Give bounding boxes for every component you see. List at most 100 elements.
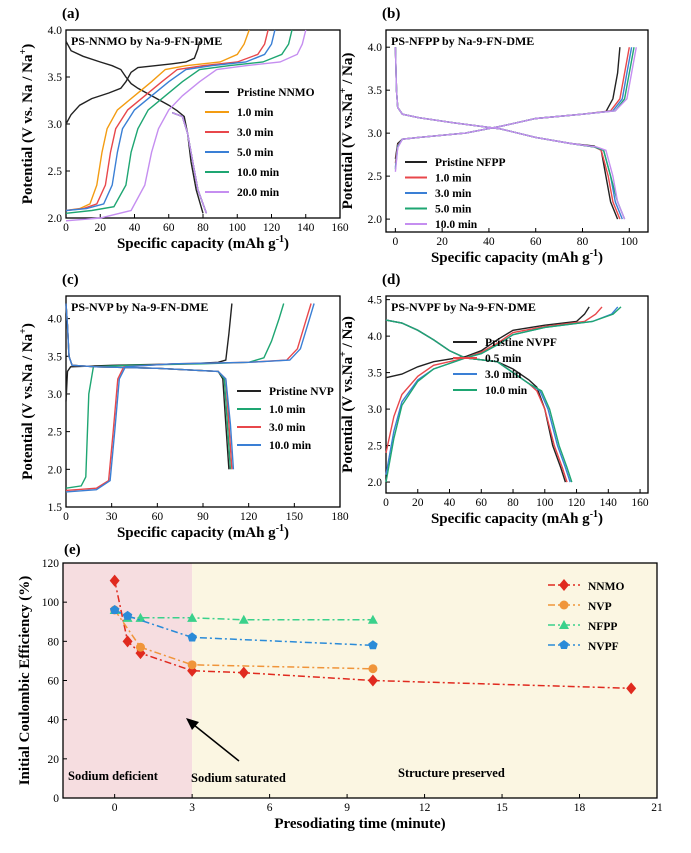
x-tick-label: 120 (240, 511, 258, 523)
arrow-head-icon (186, 718, 199, 730)
data-point-triangle (559, 620, 569, 629)
data-point-circle (187, 660, 197, 670)
y-tick-label: 4.0 (368, 331, 383, 343)
y-tick-label: 4.0 (48, 25, 63, 37)
panel-a: 0 20 40 60 80 100 120 140 160 2.0 2.5 3.0 3.5 4.0 (a) P… (18, 6, 349, 252)
series-line-charge (394, 47, 635, 170)
x-tick-label: 60 (152, 511, 164, 523)
y-tick-label: 80 (48, 636, 60, 648)
legend-label: 1.0 min (435, 173, 472, 185)
y-tick-label: 3.0 (368, 128, 383, 140)
x-tick-label: 80 (197, 222, 209, 234)
data-point-triangle (187, 612, 198, 622)
data-point-diamond (109, 574, 120, 587)
x-tick-label: 30 (106, 511, 118, 523)
data-point-pentagon (368, 640, 378, 650)
series-line-charge (65, 303, 315, 493)
series-line-charge (65, 29, 293, 214)
y-tick-label: 20 (48, 754, 60, 766)
legend-label: NNMO (588, 581, 624, 593)
legend-label: NVP (588, 601, 612, 613)
x-axis-label: Specific capacity (mAh g-1) (117, 234, 289, 252)
x-tick-label: 180 (331, 511, 349, 523)
legend-label: 10.0 min (435, 219, 478, 231)
legend-label: 3.0 min (485, 369, 522, 381)
y-tick-label: 4.0 (368, 42, 383, 54)
panel-b: 0 20 40 60 80 100 2.0 2.5 3.0 3.5 4.0 (b) PS-NFPP by… (338, 6, 649, 266)
y-tick-label: 2.0 (48, 464, 63, 476)
panel-e: 0 3 6 9 12 15 18 21 0 20 40 60 80 100 120 (e) Presodiati… (17, 542, 663, 832)
x-tick-label: 120 (263, 222, 281, 234)
data-point-circle (368, 664, 378, 674)
x-tick-label: 40 (129, 222, 141, 234)
series-line-discharge (65, 303, 233, 470)
legend-label: 3.0 min (269, 422, 306, 434)
series-line-charge (394, 47, 637, 172)
shaded-region-deficient (63, 563, 193, 798)
data-point-pentagon (559, 640, 569, 649)
y-tick-label: 3.0 (48, 119, 63, 131)
x-tick-label: 60 (163, 222, 175, 234)
panel-label: (a) (62, 6, 80, 22)
series-line-discharge (394, 47, 626, 220)
series-line-charge (385, 306, 603, 454)
x-tick-label: 20 (436, 236, 448, 248)
x-tick-label: 0 (392, 236, 398, 248)
legend-label: 10.0 min (485, 385, 528, 397)
legend-label: Pristine NNMO (237, 87, 315, 99)
panel-title: PS-NNMO by Na-9-FN-DME (71, 34, 222, 48)
series-line-charge (394, 47, 633, 168)
x-tick-label: 40 (444, 497, 456, 509)
x-tick-label: 6 (267, 802, 273, 814)
panel-d: 0 20 40 60 80 100 120 140 160 2.0 2.5 3.0 3.5 4.0 4.5 (… (338, 272, 649, 527)
x-tick-label: 100 (621, 236, 639, 248)
series-line-discharge (65, 303, 235, 470)
x-tick-label: 0 (63, 222, 69, 234)
data-point-diamond (367, 674, 378, 687)
x-tick-label: 60 (476, 497, 488, 509)
legend-label: 0.5 min (485, 353, 522, 365)
series-line-charge (65, 29, 307, 222)
y-tick-label: 1.5 (48, 502, 63, 514)
y-tick-label: 3.5 (48, 72, 63, 84)
annotation-sodium-saturated: Sodium saturated (191, 771, 286, 785)
legend-label: 10.0 min (237, 167, 280, 179)
series-line-discharge (394, 47, 623, 220)
x-tick-label: 0 (63, 511, 69, 523)
x-tick-label: 18 (574, 802, 586, 814)
series-line-discharge (394, 47, 621, 220)
y-tick-label: 3.0 (48, 389, 63, 401)
y-tick-label: 120 (42, 558, 60, 570)
data-point-pentagon (109, 605, 120, 614)
data-point-diamond (238, 666, 249, 679)
y-tick-label: 2.0 (368, 214, 383, 226)
legend-label: Pristine NVP (269, 386, 334, 398)
x-tick-label: 160 (331, 222, 349, 234)
x-tick-label: 120 (568, 497, 586, 509)
x-axis-label: Specific capacity (mAh g-1) (431, 248, 603, 266)
annotation-sodium-deficient: Sodium deficient (68, 769, 159, 783)
panel-title: PS-NVP by Na-9-FN-DME (71, 300, 208, 314)
y-axis-label: Initial Coulombic Efficiency (%) (17, 576, 33, 786)
panel-label: (d) (382, 272, 400, 288)
x-axis-label: Specific capacity (mAh g-1) (431, 509, 603, 527)
legend-label: NFPP (588, 621, 617, 633)
series-line-discharge (394, 47, 619, 220)
y-axis-label: Potential (V vs. Na / Na+) (18, 44, 36, 204)
panel-title: PS-NVPF by Na-9-FN-DME (391, 300, 536, 314)
y-tick-label: 60 (48, 676, 60, 688)
y-tick-label: 2.0 (368, 477, 383, 489)
x-tick-label: 20 (412, 497, 424, 509)
series-line-discharge (394, 47, 626, 220)
data-point-triangle (367, 614, 378, 624)
annotation-arrow (193, 724, 240, 762)
x-tick-label: 12 (419, 802, 431, 814)
legend-label: 1.0 min (237, 107, 274, 119)
y-tick-label: 3.5 (48, 351, 63, 363)
series-line-charge (65, 303, 233, 402)
legend-label: 1.0 min (269, 404, 306, 416)
x-tick-label: 9 (344, 802, 350, 814)
legend-label: 20.0 min (237, 187, 280, 199)
y-axis-label: Potential (V vs.Na+ / Na) (338, 53, 356, 210)
y-tick-label: 40 (48, 715, 60, 727)
